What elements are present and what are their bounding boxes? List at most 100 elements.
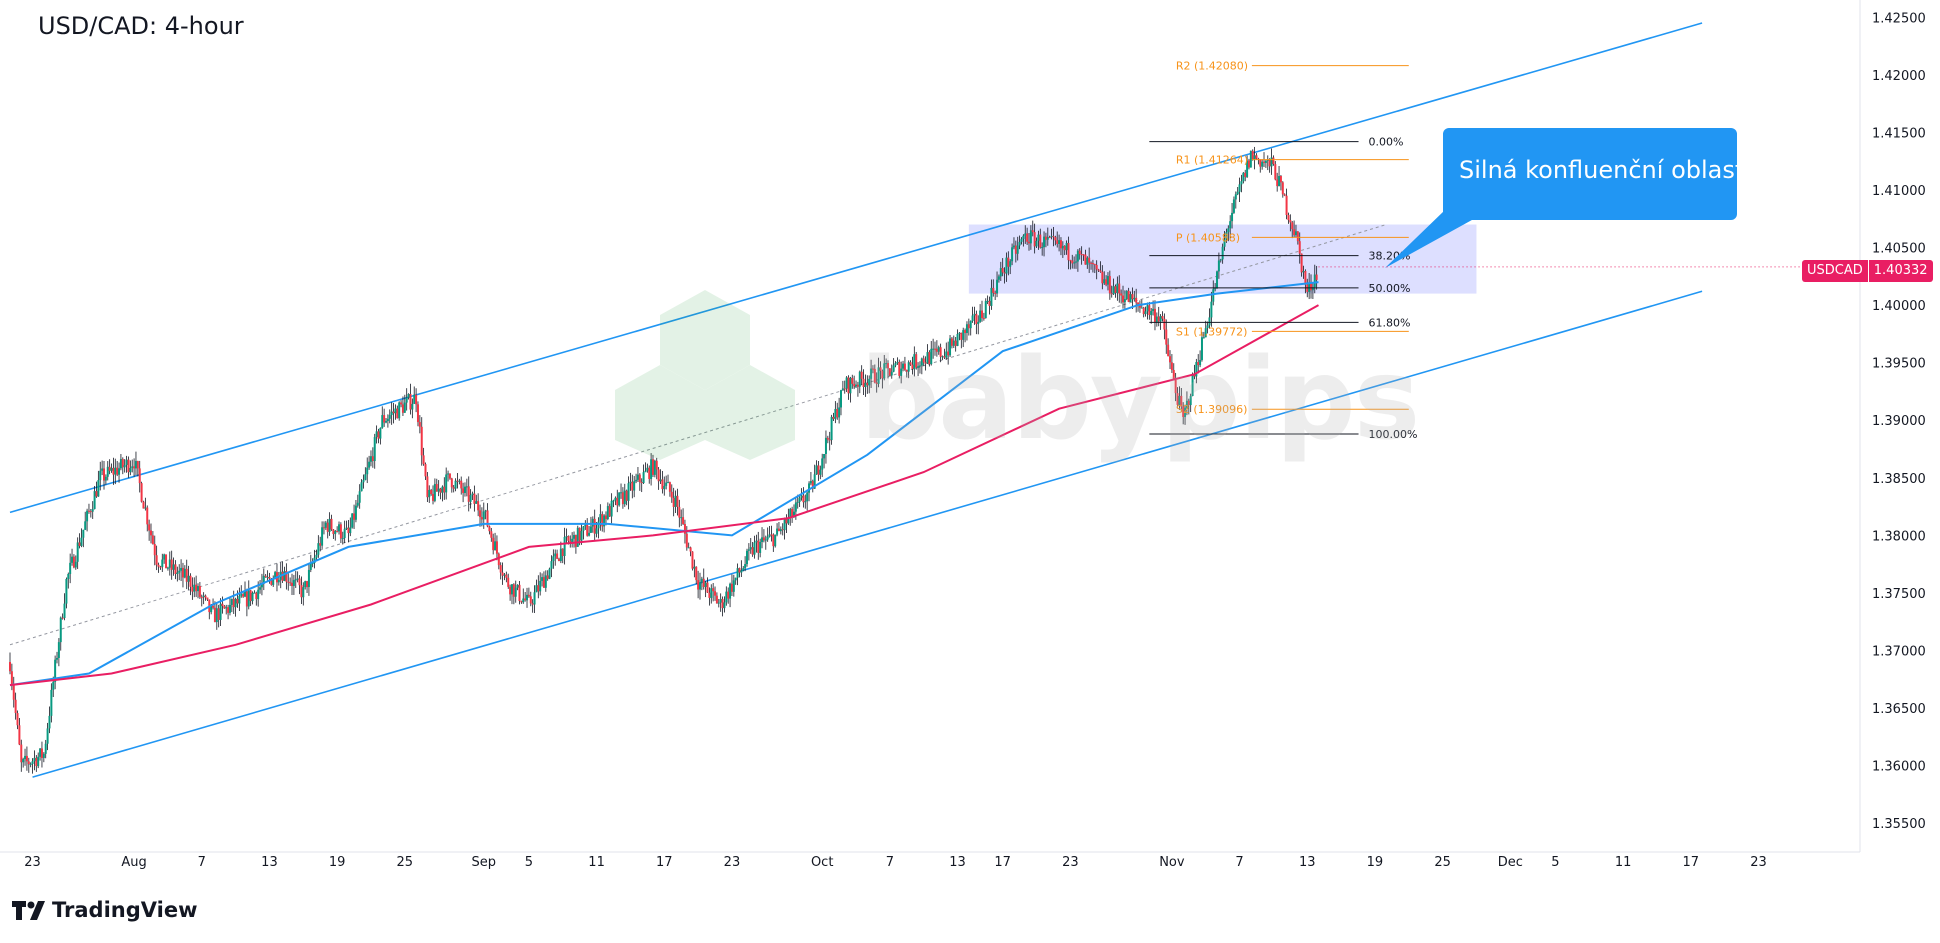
candle-body [480,517,483,520]
candle-body [886,363,889,369]
candle-body [584,524,587,527]
candle-body [631,481,634,491]
candle-body [1195,362,1198,377]
candle-body [253,592,256,594]
candle-body [777,528,780,532]
candle-body [59,617,62,643]
candle-body [200,597,203,599]
candle-body [328,518,331,532]
candle-body [881,370,884,379]
candle-body [947,351,950,356]
candle-body [1242,172,1245,182]
candle-body [768,534,771,537]
candle-body [627,483,630,501]
candle-body [1234,194,1237,200]
candle-body [114,467,117,475]
candle-body [973,313,976,316]
candle-body [576,527,579,547]
candle-body [80,537,83,546]
confluence-callout[interactable]: Silná konfluenční oblast [1443,128,1744,220]
candle-body [920,358,923,366]
candle-body [228,604,231,613]
candle-body [526,594,529,601]
candle-body [802,495,805,503]
candle-body [855,384,858,387]
candle-body [448,473,451,479]
candle-body [732,580,735,592]
candle-body [996,279,999,294]
candle-body [456,480,459,482]
candle-body [1144,311,1147,315]
x-tick-label: 25 [397,855,414,870]
candle-body [1026,233,1029,242]
candle-body [928,352,931,365]
candle-body [633,481,636,491]
candle-body [646,467,649,471]
candle-body [569,540,572,543]
candle-body [150,530,153,536]
candle-body [87,510,90,512]
x-tick-label: 17 [1683,855,1700,870]
candle-body [945,351,948,358]
candle-body [510,584,513,595]
candle-body [527,594,530,597]
candle-body [274,572,277,580]
candle-body [1219,259,1222,261]
candle-body [952,340,955,346]
candle-body [443,486,446,493]
candle-body [610,500,613,517]
candle-body [800,495,803,498]
candle-body [894,363,897,366]
candle-body [339,524,342,539]
candle-body [202,595,205,598]
candle-body [832,416,835,419]
candle-body [791,508,794,518]
candle-body [582,526,585,531]
candle-body [119,459,122,469]
candle-body [20,744,23,763]
candle-body [674,495,677,507]
candle-body [817,465,820,475]
candle-body [896,361,899,364]
candle-body [875,382,878,384]
candle-body [830,416,833,441]
candle-body [1313,274,1316,288]
candle-body [999,268,1002,277]
candle-body [1135,297,1138,303]
candle-body [764,539,767,541]
candle-body [1206,325,1209,329]
tradingview-brand[interactable]: TradingView [12,898,197,922]
candle-body [1059,240,1062,249]
candle-body [302,587,305,598]
candle-body [492,537,495,551]
candle-body [1236,191,1239,195]
fib-level-label: 61.80% [1369,316,1411,329]
candle-body [148,524,151,531]
candle-body [1304,271,1307,285]
candle-body [845,377,848,389]
candle-body [193,584,196,592]
x-tick-label: 7 [1235,855,1243,870]
candle-body [1155,316,1158,323]
candle-body [1106,276,1109,285]
candle-body [851,377,854,384]
candle-body [1095,264,1098,270]
candle-body [903,363,906,370]
x-tick-label: 17 [994,855,1011,870]
candle-body [227,607,230,613]
candle-body [383,415,386,423]
candle-body [606,506,609,520]
candle-body [871,368,874,370]
candle-body [618,492,621,506]
candle-body [198,586,201,598]
candle-body [505,574,508,578]
candle-body [319,543,322,546]
candle-body [1012,245,1015,248]
candle-body [621,492,624,505]
candle-body [1225,232,1228,240]
candle-body [336,530,339,532]
candle-body [964,330,967,333]
candle-body [680,517,683,519]
candle-body [403,402,406,413]
